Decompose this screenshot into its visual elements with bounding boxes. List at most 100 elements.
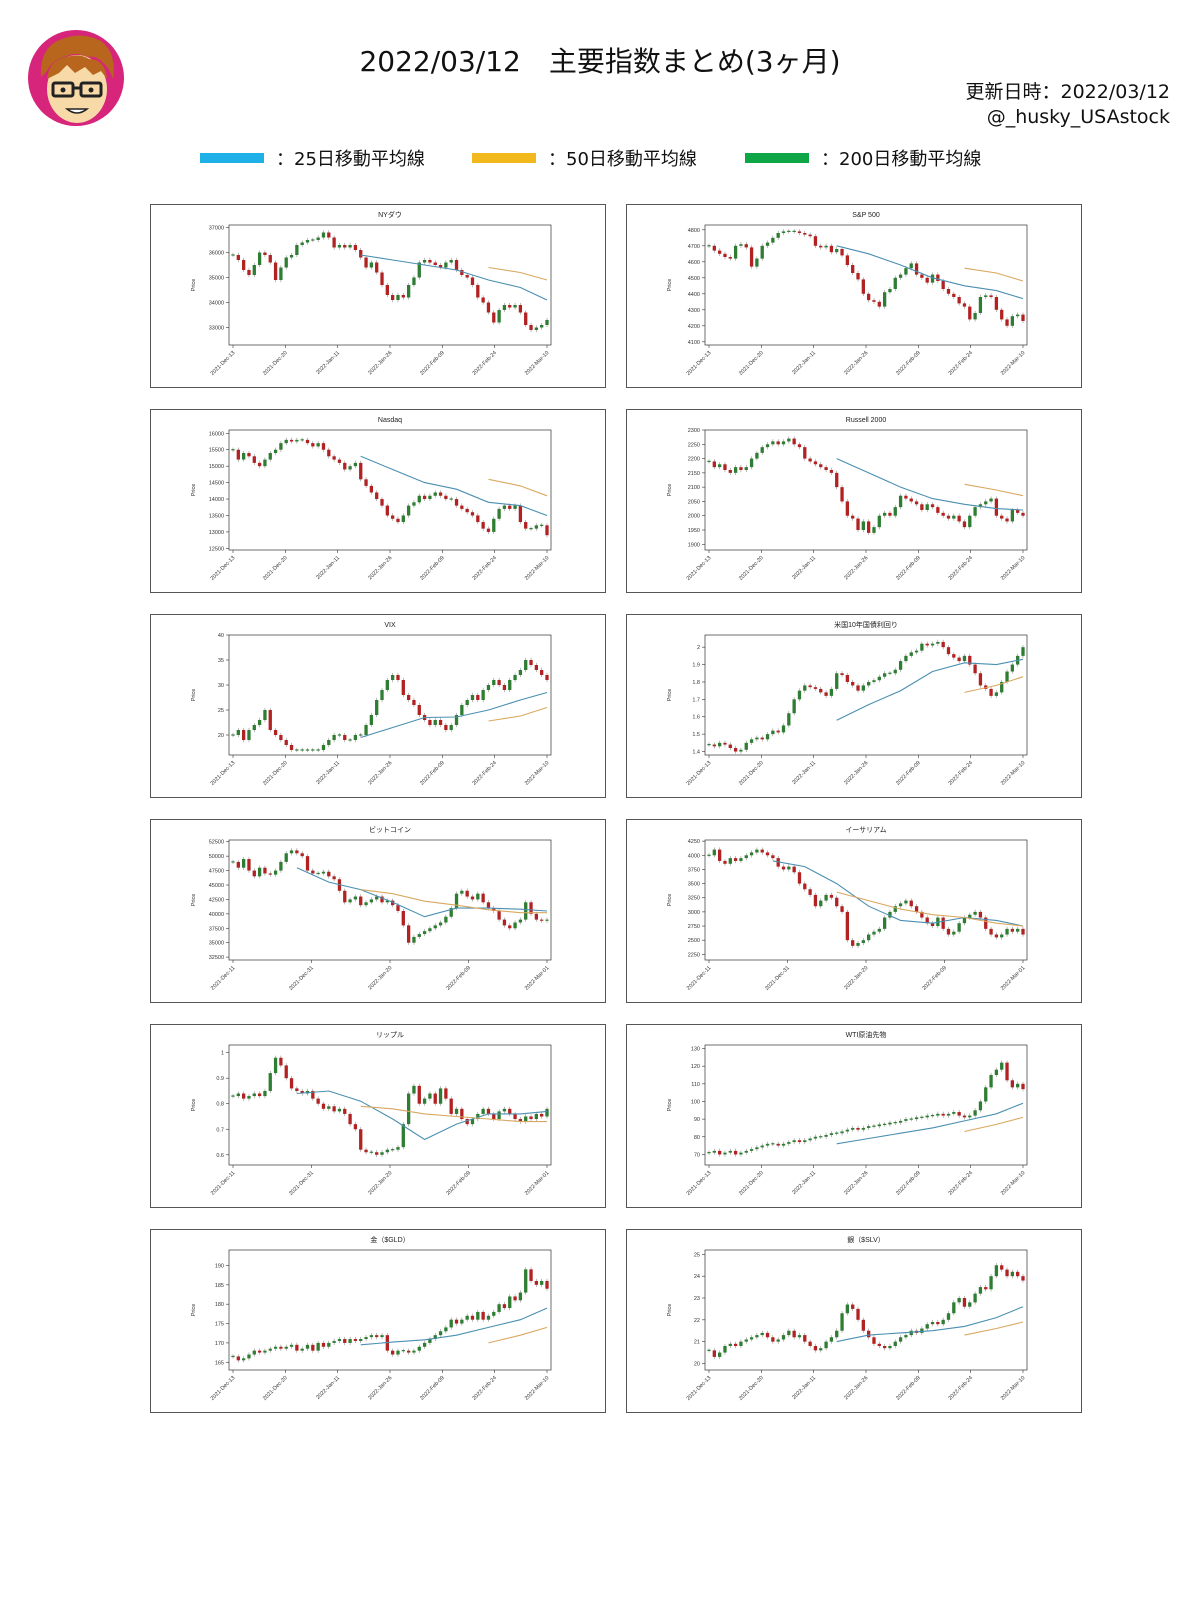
candle-down [412,700,416,705]
candle-up [353,735,358,740]
x-tick-label: 2022-Feb-09 [419,555,446,582]
candle-up [433,492,437,496]
candle-down [1005,319,1009,326]
candle-up [723,1152,727,1155]
candle-up [460,890,464,894]
y-tick-label: 2750 [688,924,700,930]
candle-down [840,487,844,502]
candle-down [380,272,384,285]
avatar-hair [40,35,114,79]
candle-up [412,936,416,943]
candle-up [311,749,315,751]
candle-up [749,1149,754,1151]
candle-down [241,260,246,270]
candle-down [867,293,871,301]
x-tick-label: 2022-Jan-11 [791,760,817,786]
plot-frame [704,224,1028,346]
candle-up [449,260,453,263]
candle-up [545,1108,549,1117]
candle-up [973,1293,977,1303]
y-tick-label: 37000 [209,226,224,232]
candle-up [540,325,544,328]
candle-down [343,462,347,470]
candle-down [712,245,716,251]
y-tick-label: 3000 [688,910,700,916]
candle-up [433,1335,437,1340]
candle-up [337,1339,342,1341]
candle-down [545,1280,549,1289]
candle-up [1021,647,1025,656]
y-tick-label: 2500 [688,938,700,944]
candle-up [337,1108,342,1112]
candle-up [231,734,235,736]
candle-down [957,657,961,662]
x-tick-label: 2021-Dec-20 [262,350,289,377]
ma25-line [836,245,1024,300]
avatar-bangs [47,55,107,79]
candle-up [882,673,887,677]
candle-up [920,643,924,651]
candle-up [936,641,940,644]
y-tick-label: 180 [215,1302,224,1308]
ma50-line [964,483,1024,497]
y-tick-label: 0.8 [216,1102,224,1108]
candle-up [739,1341,743,1346]
candle-up [914,650,919,653]
candle-up [257,867,262,877]
candle-down [428,260,432,263]
candle-up [289,1344,294,1347]
candle-down [856,685,860,691]
candle-down [877,1343,881,1346]
candle-down [327,871,331,877]
x-tick-label: 2022-Jan-11 [791,1170,817,1196]
candle-down [930,504,935,508]
candle-down [888,512,892,516]
x-tick-label: 2021-Dec-31 [288,1170,315,1197]
candle-up [707,743,711,746]
candle-down [962,1298,967,1307]
candle-down [268,710,272,730]
y-tick-label: 21 [694,1340,700,1346]
candle-up [861,521,865,530]
candle-down [803,233,807,235]
x-tick-label: 2022-Feb-24 [472,1375,499,1402]
x-tick-label: 2022-Jan-11 [315,1375,341,1401]
candle-down [936,507,940,513]
candle-up [904,655,908,662]
candle-up [872,1125,876,1127]
candle-down [305,439,310,444]
candle-up [872,931,876,935]
candle-down [723,742,727,745]
candle-up [300,1348,304,1351]
candle-down [380,896,384,903]
chart-title: NYダウ [378,210,402,219]
x-tick-label: 2022-Jan-11 [315,350,341,376]
candle-down [840,906,844,912]
candle-up [300,749,304,751]
candle-down [813,687,818,689]
candle-down [957,515,961,522]
candle-down [263,867,267,874]
candle-up [888,1122,892,1125]
candle-up [348,245,352,248]
candle-up [744,742,748,750]
candle-down [289,745,294,750]
candle-up [888,672,892,674]
ma25-line [836,458,1024,511]
candle-down [792,1330,796,1338]
y-axis-label: Price [191,484,197,497]
candle-down [856,1127,860,1130]
candle-down [295,1344,299,1351]
candle-up [321,232,326,238]
x-tick-label: 2021-Dec-13 [210,760,237,787]
candle-down [920,911,924,918]
chart-svg: 米国10年国債利回り Price 1.4 1.5 1.6 1.7 1.8 1.9 2 2021-D… [667,620,1028,787]
candle-down [1005,1062,1009,1081]
chart-svg: NYダウ Price 33000 34000 35000 36000 37000 2021-D… [191,210,552,377]
x-tick-label: 2022-Feb-24 [472,350,499,377]
candle-up [882,1123,887,1126]
candle-up [952,931,956,935]
candle-up [268,1348,272,1351]
candle-up [978,1287,983,1294]
candle-up [1010,1271,1015,1277]
